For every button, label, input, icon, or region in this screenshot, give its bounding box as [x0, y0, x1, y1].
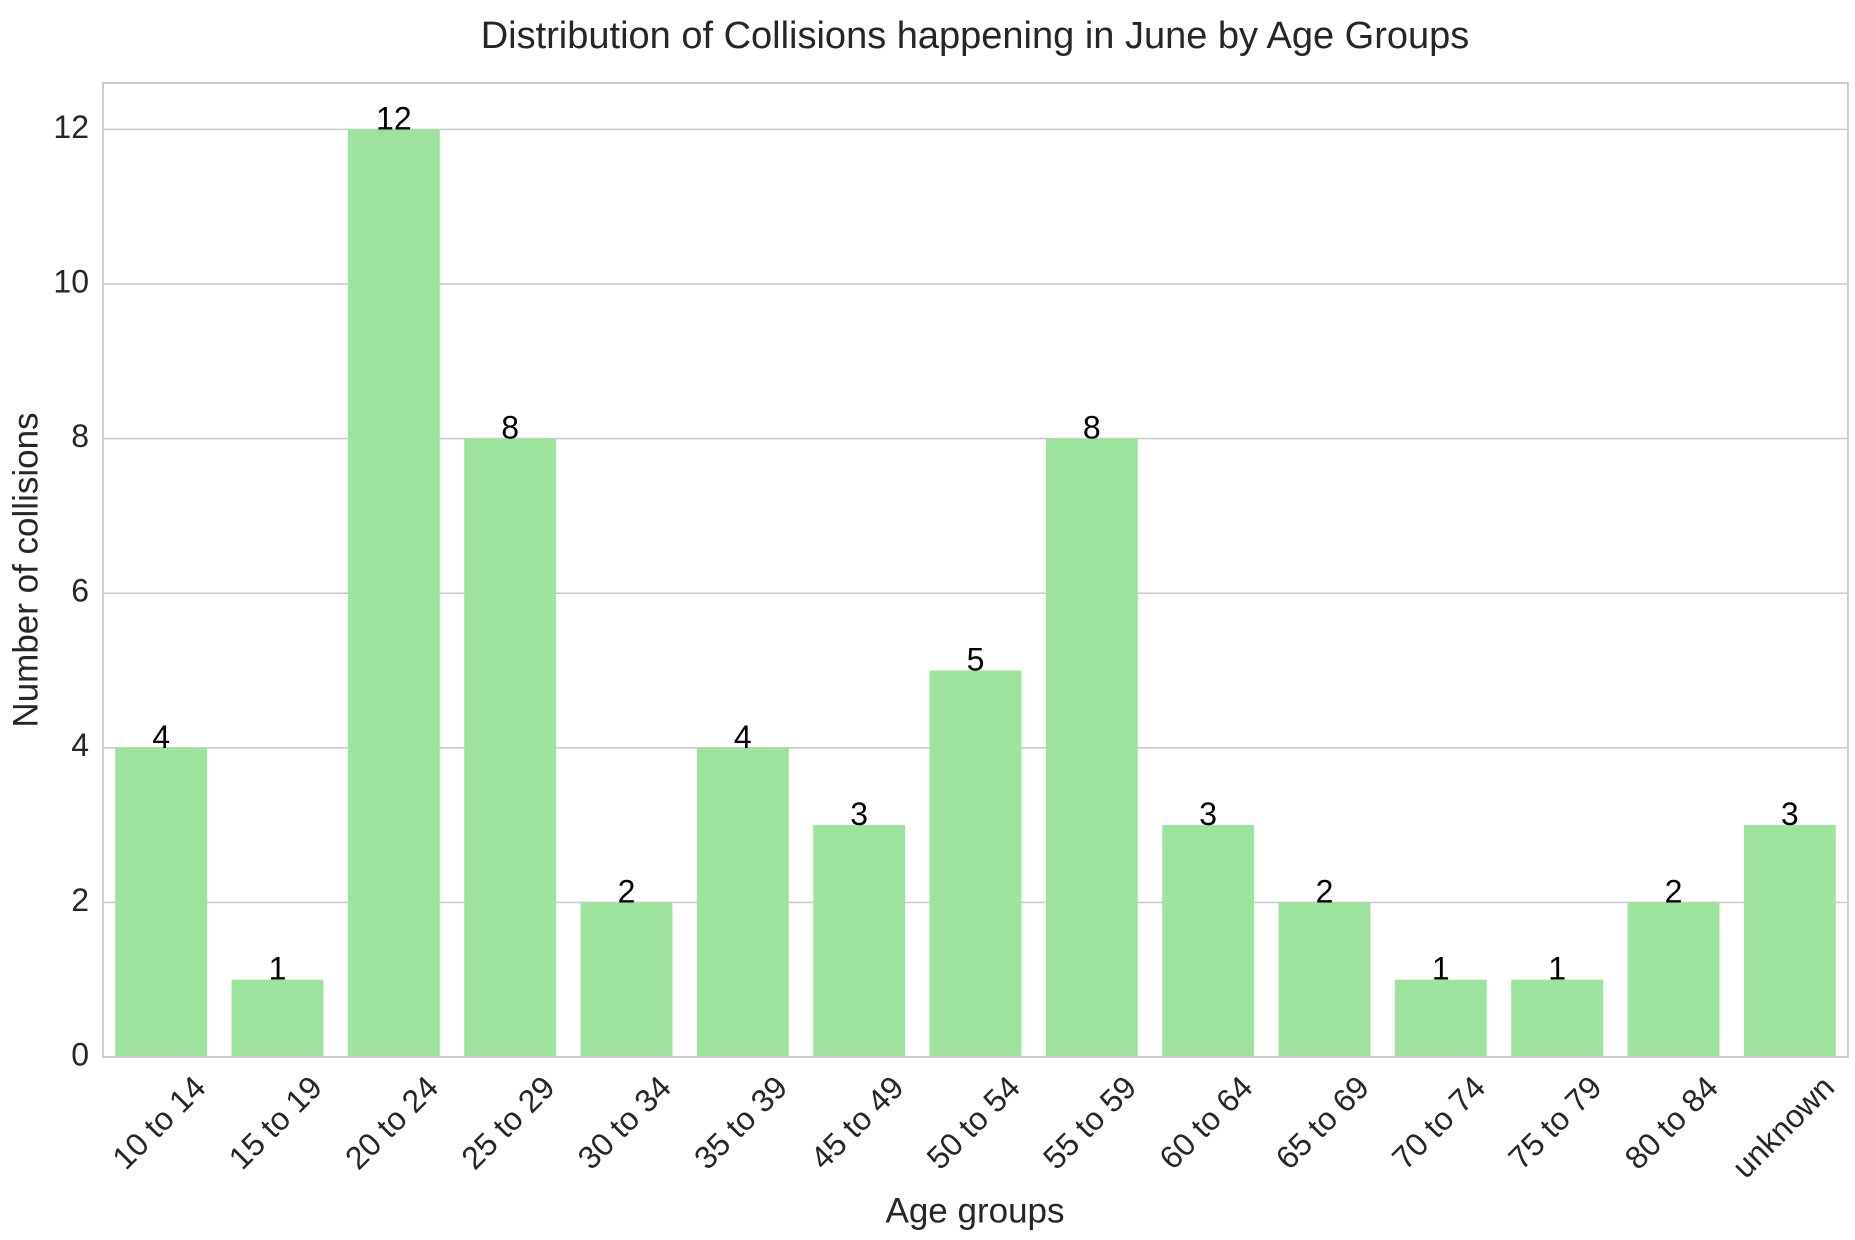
x-tick-label: 65 to 69	[1269, 1069, 1376, 1176]
y-tick-labels: 0 2 4 6 8 10 12	[53, 109, 89, 1073]
y-tick-label: 0	[71, 1036, 89, 1072]
bar	[1162, 825, 1255, 1057]
bar-data-label: 3	[1199, 796, 1217, 832]
bar	[813, 825, 906, 1057]
bar	[1511, 979, 1604, 1057]
x-axis-title: Age groups	[885, 1191, 1064, 1230]
x-tick-label: 80 to 84	[1618, 1069, 1725, 1176]
bar-data-label: 1	[1548, 951, 1566, 987]
x-tick-label: 70 to 74	[1385, 1069, 1492, 1176]
bar-data-label: 2	[1316, 873, 1334, 909]
bar-data-label: 1	[1432, 951, 1450, 987]
bar-data-label: 5	[967, 641, 985, 677]
bar	[347, 129, 440, 1057]
bars-group	[115, 129, 1836, 1058]
bar	[580, 902, 673, 1057]
chart-title: Distribution of Collisions happening in …	[481, 15, 1470, 57]
x-tick-labels: 10 to 14 15 to 19 20 to 24 25 to 29 30 to 34…	[105, 1069, 1841, 1185]
bar	[1394, 979, 1487, 1057]
x-tick-label: 20 to 24	[338, 1069, 445, 1176]
x-tick-label: 50 to 54	[920, 1069, 1027, 1176]
bar-data-label: 3	[1781, 796, 1799, 832]
x-tick-label: 55 to 59	[1036, 1069, 1143, 1176]
bar-data-label: 3	[850, 796, 868, 832]
bar	[231, 979, 324, 1057]
y-tick-label: 12	[53, 109, 89, 145]
bar	[696, 747, 789, 1057]
bar-data-label: 8	[501, 410, 519, 446]
bar	[929, 670, 1022, 1057]
bar-data-label: 4	[152, 719, 170, 755]
x-tick-label: 45 to 49	[803, 1069, 910, 1176]
y-tick-label: 4	[71, 727, 89, 763]
bar	[1743, 825, 1836, 1057]
bar	[464, 438, 557, 1058]
x-tick-label: 25 to 29	[454, 1069, 561, 1176]
plot-frame	[102, 82, 1849, 1058]
y-tick-label: 8	[71, 418, 89, 454]
x-tick-label: 15 to 19	[222, 1069, 329, 1176]
x-tick-label: 35 to 39	[687, 1069, 794, 1176]
y-tick-label: 10	[53, 263, 89, 299]
y-tick-label: 2	[71, 882, 89, 918]
bar	[1627, 902, 1720, 1057]
bar	[1045, 438, 1138, 1058]
y-axis-title: Number of collisions	[6, 412, 45, 727]
bar-data-label: 12	[376, 100, 412, 136]
x-tick-label: 30 to 34	[571, 1069, 678, 1176]
x-tick-label: 75 to 79	[1501, 1069, 1608, 1176]
x-tick-label: 60 to 64	[1152, 1069, 1259, 1176]
y-tick-label: 6	[71, 573, 89, 609]
bar-data-label: 2	[1665, 873, 1683, 909]
bar-data-label: 4	[734, 719, 752, 755]
bar	[115, 747, 208, 1057]
bar-data-label: 8	[1083, 410, 1101, 446]
bar	[1278, 902, 1371, 1057]
bar-data-label: 2	[618, 873, 636, 909]
x-tick-label: 10 to 14	[105, 1069, 212, 1176]
x-tick-label: unknown	[1725, 1069, 1841, 1185]
bar-data-label: 1	[269, 951, 287, 987]
